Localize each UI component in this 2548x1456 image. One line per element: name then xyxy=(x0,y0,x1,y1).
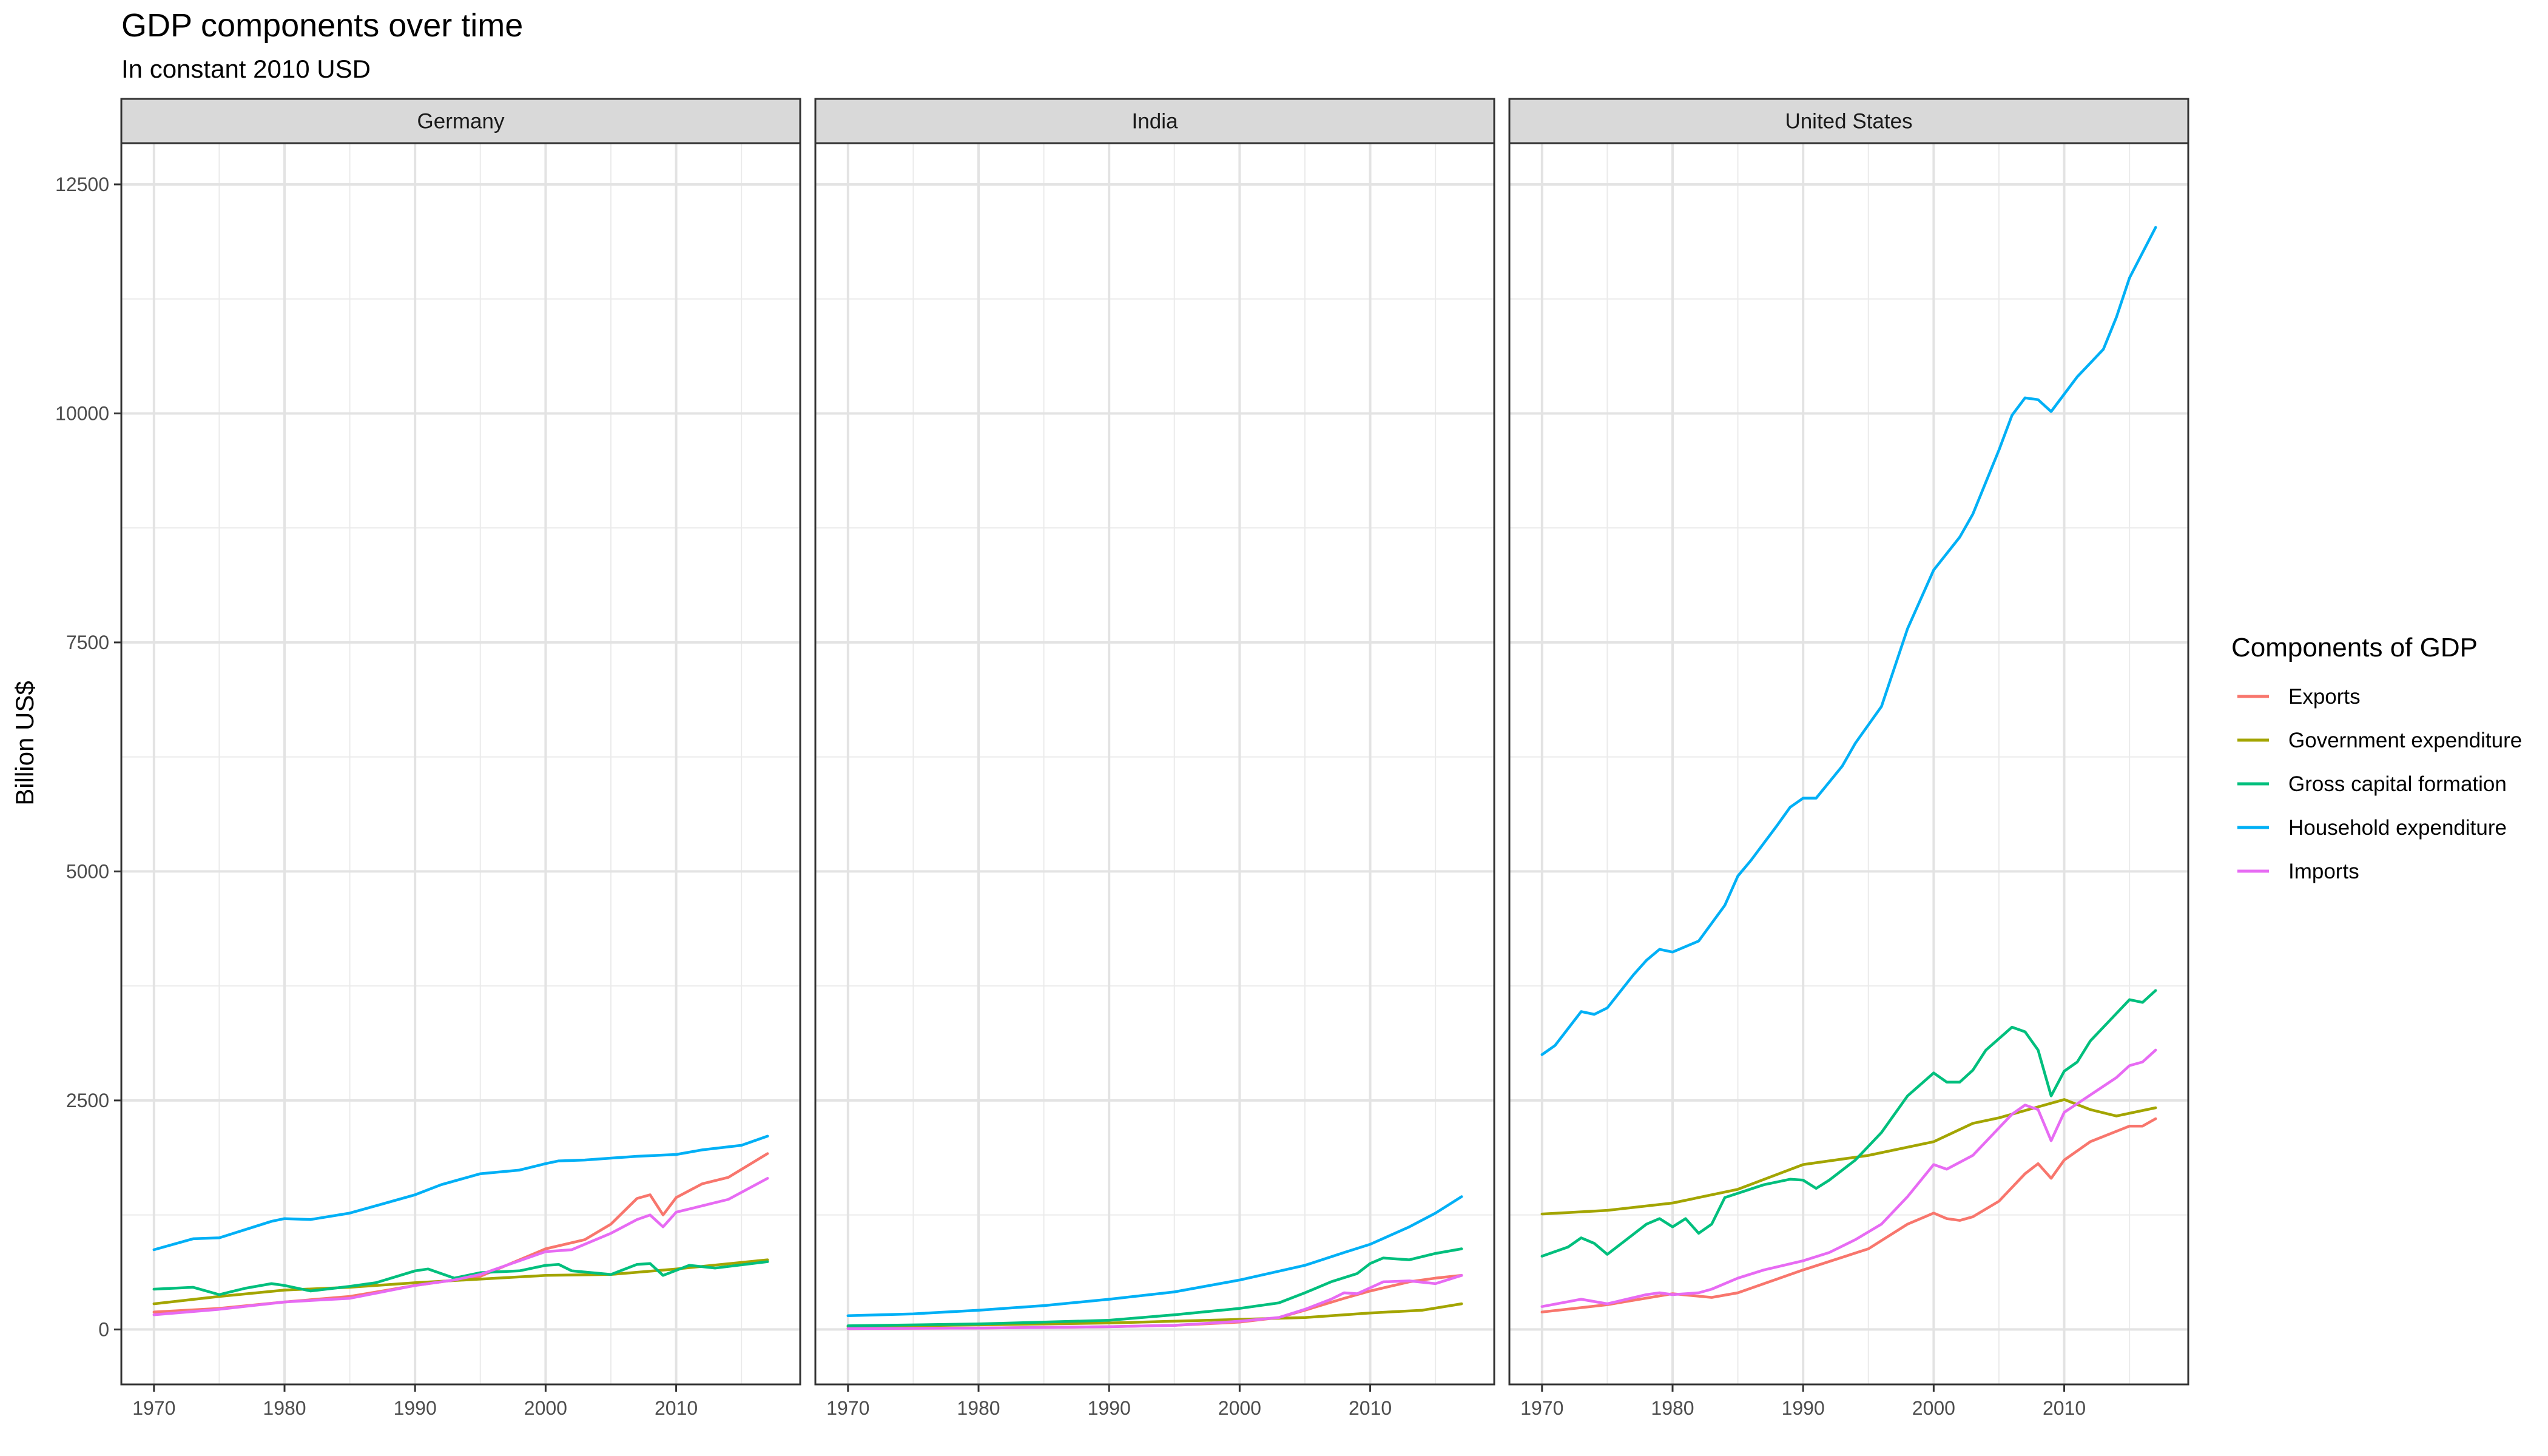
y-tick-label: 7500 xyxy=(66,632,109,653)
y-axis-label: Billion US$ xyxy=(10,681,39,805)
series-line-exports xyxy=(1540,1117,2157,1313)
facet-panel-0: Germany 1970 1980 1990 2000 2010 0 2500 5000 7500… xyxy=(55,98,801,1419)
x-tick-label: 1970 xyxy=(826,1397,869,1419)
x-tick-label: 1970 xyxy=(132,1397,175,1419)
x-tick-label: 2010 xyxy=(655,1397,698,1419)
x-tick-label: 1980 xyxy=(1651,1397,1694,1419)
legend-item: Exports xyxy=(2237,685,2361,709)
legend-label: Household expenditure xyxy=(2288,816,2507,840)
legend-label: Exports xyxy=(2288,685,2361,709)
legend-title: Components of GDP xyxy=(2231,633,2478,662)
series-line-household-expenditure xyxy=(1540,226,2157,1056)
legend-item: Government expenditure xyxy=(2237,729,2522,752)
facet-panel-2: United States 1970 1980 1990 2000 2010 xyxy=(1508,98,2189,1419)
panel-background xyxy=(1509,143,2188,1384)
panel-background xyxy=(121,143,800,1384)
legend-item: Household expenditure xyxy=(2237,816,2507,840)
facet-panels: Germany 1970 1980 1990 2000 2010 0 2500 5000 7500… xyxy=(55,98,2189,1419)
panel-background xyxy=(815,143,1494,1384)
y-tick-label: 12500 xyxy=(55,174,109,195)
x-tick-label: 1980 xyxy=(263,1397,306,1419)
y-tick-label: 10000 xyxy=(55,402,109,424)
legend-label: Government expenditure xyxy=(2288,729,2522,752)
series-line-gross-capital-formation xyxy=(1540,989,2157,1258)
series-line-household-expenditure xyxy=(846,1195,1463,1318)
y-tick-label: 0 xyxy=(98,1318,109,1340)
legend-label: Imports xyxy=(2288,860,2359,883)
facet-strip-label: United States xyxy=(1785,110,1912,133)
series-line-household-expenditure xyxy=(152,1134,769,1252)
x-tick-label: 1970 xyxy=(1520,1397,1563,1419)
chart-title: GDP components over time xyxy=(121,7,523,44)
x-tick-label: 1990 xyxy=(394,1397,437,1419)
series-line-gross-capital-formation xyxy=(152,1260,769,1296)
x-tick-label: 2000 xyxy=(524,1397,567,1419)
x-tick-label: 1990 xyxy=(1782,1397,1825,1419)
legend: Components of GDP Exports Government expe… xyxy=(2231,633,2522,883)
series-line-imports xyxy=(152,1177,769,1316)
x-tick-label: 1990 xyxy=(1088,1397,1131,1419)
x-tick-label: 1980 xyxy=(957,1397,1000,1419)
facet-strip xyxy=(814,98,1495,144)
facet-strip-label: Germany xyxy=(417,110,505,133)
series-line-government-expenditure xyxy=(1540,1098,2157,1216)
facet-strip xyxy=(120,98,801,144)
facet-panel-1: India 1970 1980 1990 2000 2010 xyxy=(814,98,1495,1419)
x-tick-label: 2000 xyxy=(1912,1397,1955,1419)
x-tick-label: 2010 xyxy=(2043,1397,2086,1419)
series-line-imports xyxy=(1540,1048,2157,1308)
legend-item: Imports xyxy=(2237,860,2359,883)
series-line-gross-capital-formation xyxy=(846,1247,1463,1327)
y-tick-label: 2500 xyxy=(66,1090,109,1111)
legend-item: Gross capital formation xyxy=(2237,772,2507,796)
facet-strip-label: India xyxy=(1132,110,1178,133)
y-tick-label: 5000 xyxy=(66,860,109,882)
x-tick-label: 2010 xyxy=(1349,1397,1392,1419)
series-line-imports xyxy=(846,1274,1463,1330)
x-tick-label: 2000 xyxy=(1218,1397,1261,1419)
legend-label: Gross capital formation xyxy=(2288,772,2507,796)
chart-subtitle: In constant 2010 USD xyxy=(121,55,371,83)
facet-strip xyxy=(1508,98,2189,144)
